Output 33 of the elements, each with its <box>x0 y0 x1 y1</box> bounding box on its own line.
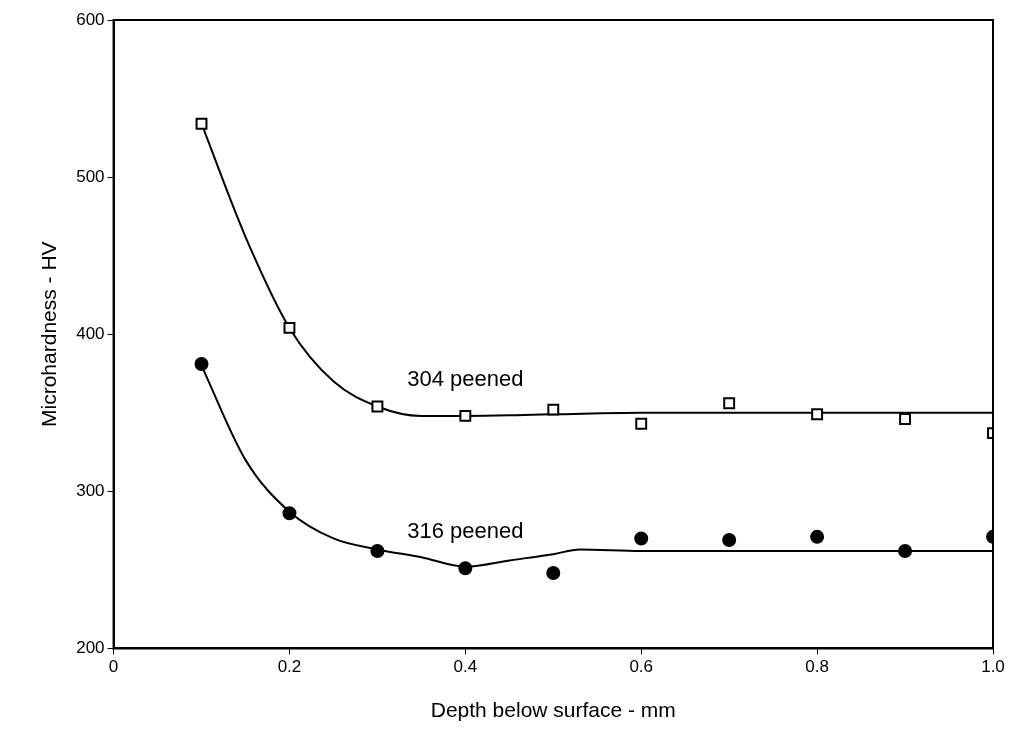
y-tick-label: 300 <box>76 480 105 500</box>
x-tick-label: 0.8 <box>805 657 829 677</box>
point <box>282 506 297 521</box>
series-label: 304 peened <box>407 365 524 391</box>
y-tick-label: 500 <box>76 166 105 186</box>
point <box>458 561 473 576</box>
point <box>547 403 560 416</box>
point <box>283 321 296 334</box>
point <box>635 417 648 430</box>
y-tick-label: 200 <box>76 638 105 658</box>
point <box>722 533 737 547</box>
x-axis-title: Depth below surface - mm <box>430 698 676 722</box>
series-label: 316 peened <box>407 518 524 544</box>
point <box>634 531 649 546</box>
point <box>370 544 385 558</box>
y-tick-label: 600 <box>76 9 105 29</box>
point <box>371 400 384 413</box>
y-tick-label: 400 <box>76 323 105 343</box>
point <box>898 544 913 558</box>
point <box>811 408 824 421</box>
point <box>195 117 208 130</box>
point <box>194 357 209 372</box>
point <box>723 397 736 410</box>
y-axis-title: Microhardness - HV <box>37 241 61 427</box>
x-tick-label: 0.6 <box>629 657 654 677</box>
point <box>459 409 472 422</box>
x-tick-label: 1.0 <box>981 657 1005 677</box>
x-tick-label: 0.4 <box>453 657 478 677</box>
x-tick-label: 0.2 <box>277 657 302 677</box>
point <box>810 529 825 544</box>
point <box>546 565 561 580</box>
point <box>899 413 912 425</box>
x-tick-label: 0 <box>108 657 119 677</box>
